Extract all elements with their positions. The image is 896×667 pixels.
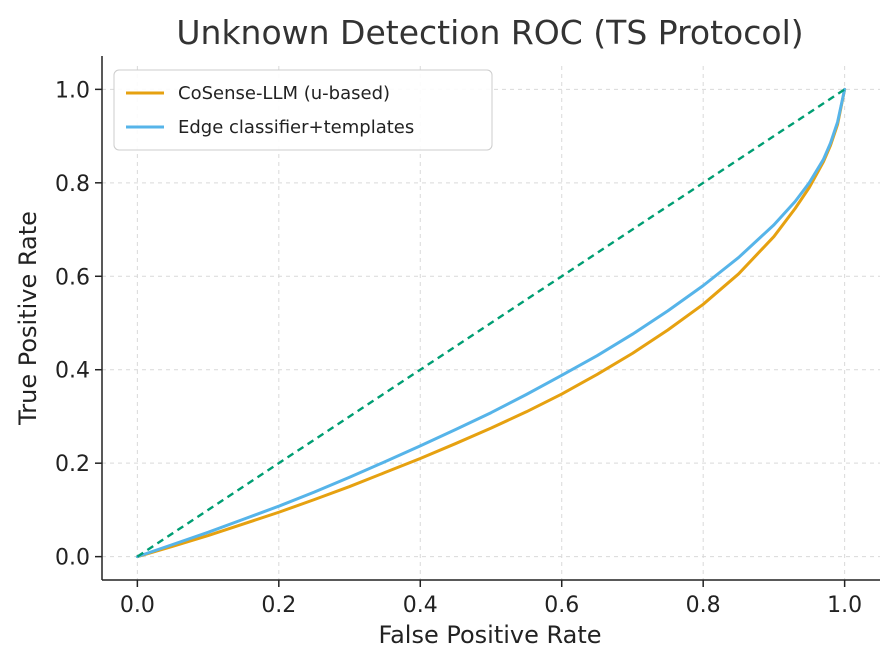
diagonal-reference-line — [136, 88, 846, 558]
y-tick-label: 0.4 — [55, 359, 90, 384]
y-tick-label: 0.2 — [55, 452, 90, 477]
legend-box — [113, 69, 493, 151]
chart-title: Unknown Detection ROC (TS Protocol) — [176, 13, 803, 52]
legend: CoSense-LLM (u-based) Edge classifier+tem… — [113, 69, 493, 151]
x-tick-label: 1.0 — [827, 593, 862, 618]
series-line-1 — [135, 87, 847, 559]
legend-label: Edge classifier+templates — [178, 117, 414, 138]
y-tick-label: 0.6 — [55, 265, 90, 290]
legend-label: CoSense-LLM (u-based) — [178, 83, 390, 104]
y-axis-label: True Positive Rate — [14, 211, 42, 426]
x-axis-label: False Positive Rate — [378, 621, 601, 649]
series-group — [135, 87, 847, 559]
y-tick-label: 0.8 — [55, 172, 90, 197]
x-tick-label: 0.8 — [686, 593, 721, 618]
y-tick-label: 1.0 — [55, 78, 90, 103]
series-line-2 — [135, 87, 847, 559]
y-tick-label: 0.0 — [55, 546, 90, 571]
x-tick-label: 0.4 — [403, 593, 438, 618]
x-tick-label: 0.6 — [544, 593, 579, 618]
x-tick-label: 0.2 — [261, 593, 296, 618]
x-tick-label: 0.0 — [120, 593, 155, 618]
axes: 0.0 0.2 0.4 0.6 0.8 1.0 0.0 0.2 0.4 0.6 0.8 1.0 — [55, 56, 880, 618]
